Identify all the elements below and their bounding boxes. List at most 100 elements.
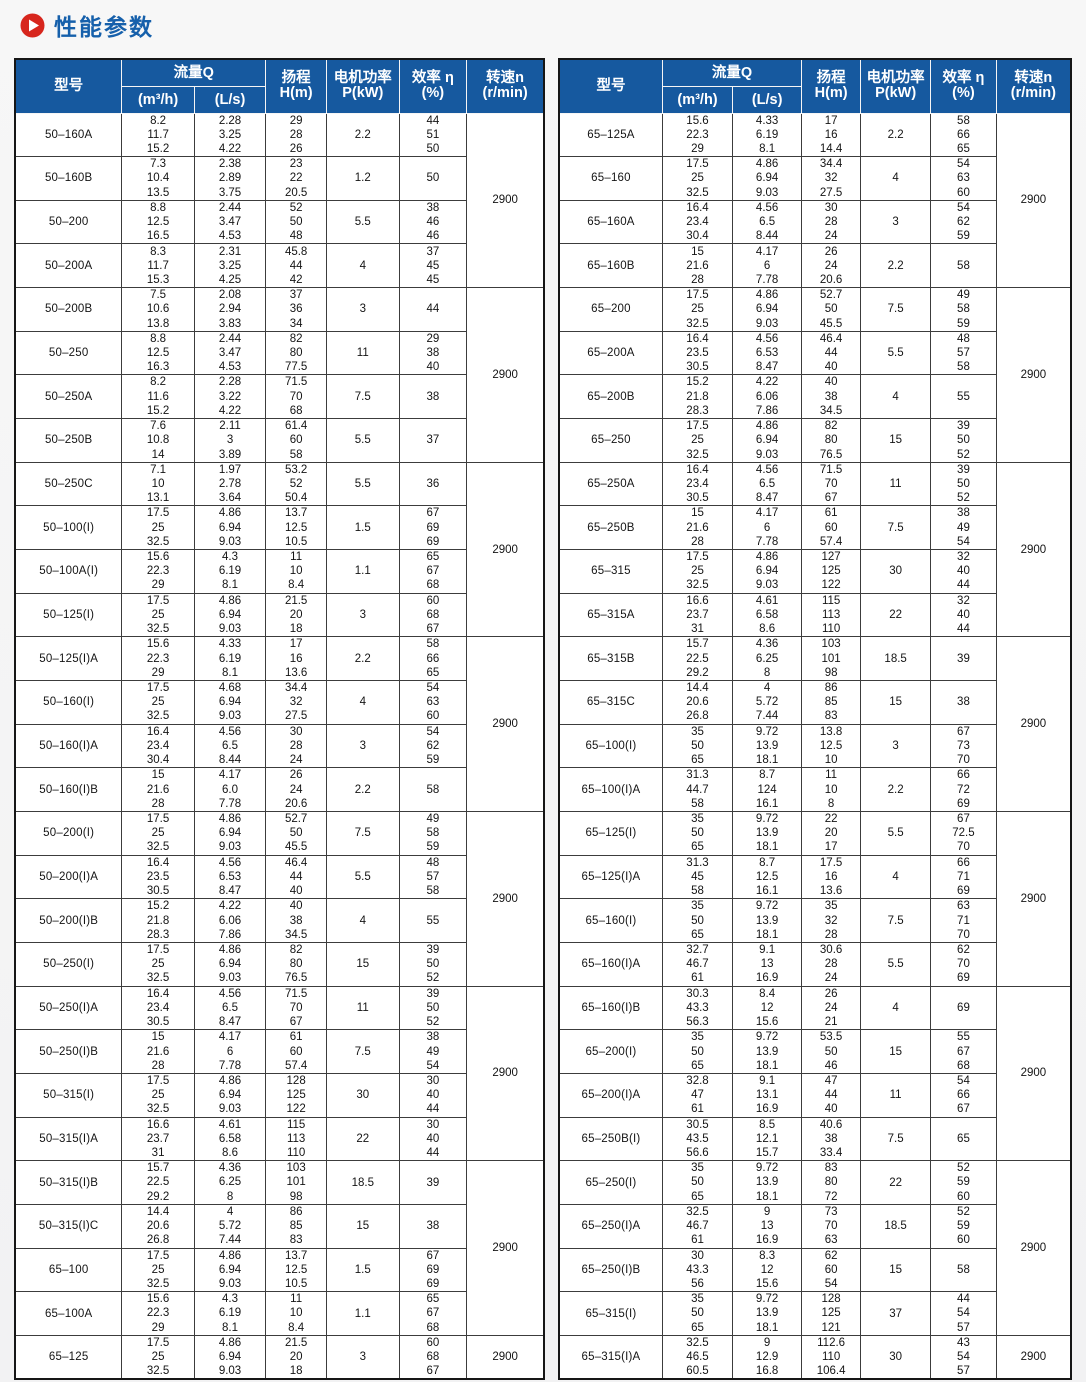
head-line: 48 [289,230,303,243]
model-cell: 65–125A [558,112,663,158]
model-cell: 65–100(I) [558,723,663,769]
flow-ls-line: 12.9 [755,1351,779,1364]
flow-m3h-line: 30.4 [686,230,709,243]
speed-cell: 2900 [995,1160,1072,1336]
efficiency-line: 66 [957,769,970,782]
flow-m3h-line: 25 [151,696,165,709]
flow-ls-line: 6 [763,259,771,272]
efficiency-cell: 39 [930,636,997,682]
flow-ls-cell: 4.86 6.94 9.03 [193,1072,267,1118]
flow-m3h-line: 8.2 [150,376,167,389]
head-cell: 82 80 77.5 [265,330,328,376]
head-cell: 17 16 14.4 [801,112,862,158]
flow-ls-line: 6.94 [218,1351,242,1364]
head-line: 110 [821,1351,841,1364]
efficiency-line: 49 [426,1045,440,1058]
head-cell: 52.7 50 45.5 [265,811,328,856]
flow-m3h-cell: 15 21.6 28 [121,1029,195,1074]
flow-ls-cell: 4 5.72 7.44 [732,680,803,725]
head-line: 125 [821,565,841,578]
flow-m3h-cell: 17.5 25 32.5 [661,287,734,332]
model-cell: 50–125(I)A [14,636,123,682]
head-line: 20.6 [284,797,308,810]
flow-m3h-cell: 35 50 65 [661,723,734,769]
head-line: 44 [824,1089,838,1102]
flow-m3h-cell: 15.6 22.3 29 [661,112,734,158]
power-cell: 15 [860,1247,932,1293]
table-row: 65–250 17.5 25 32.5 4.86 6.94 9.03 82 80 76.5 15 39… [558,418,1071,463]
flow-m3h-cell: 30 43.3 56 [661,1247,734,1293]
head-line: 24 [824,259,838,272]
flow-ls-line: 4.86 [755,551,779,564]
col-header-efficiency: 效率 η (%) [398,58,468,114]
flow-m3h-line: 47 [691,1089,704,1102]
head-line: 60 [824,521,838,534]
head-cell: 128 125 122 [265,1072,328,1118]
efficiency-line: 43 [957,1336,970,1349]
head-cell: 11 10 8 [801,767,862,812]
flow-ls-line: 9.72 [755,813,779,826]
efficiency-line: 39 [426,944,440,957]
efficiency-cell: 54 62 59 [930,199,997,245]
flow-m3h-line: 32.5 [146,972,170,985]
flow-m3h-cell: 35 50 65 [661,1160,734,1205]
model-cell: 65–315A [558,592,663,638]
efficiency-line: 54 [957,1307,970,1320]
table-row: 65–250B 15 21.6 28 4.17 6 7.78 61 60 57.4 7.5 38 49 5… [558,505,1071,551]
table-row: 50–250B 7.6 10.8 14 2.11 3 3.89 61.4 60 58 5.5 37 [14,418,544,463]
head-line: 71.5 [284,987,308,1000]
table-row: 50–125(I) 17.5 25 32.5 4.86 6.94 9.03 21.5 20 18 3… [14,592,544,638]
flow-m3h-line: 20.6 [686,696,709,709]
flow-m3h-line: 13.1 [146,492,170,505]
efficiency-line: 69 [426,521,440,534]
head-cell: 103 101 98 [801,636,862,682]
efficiency-line: 59 [426,754,440,767]
head-line: 103 [286,1162,306,1175]
flow-ls-line: 12 [760,1263,774,1276]
head-line: 34.4 [284,682,308,695]
table-row: 50–315(I) 17.5 25 32.5 4.86 6.94 9.03 128 125 122… [14,1072,544,1118]
flow-m3h-line: 28 [691,535,704,548]
flow-ls-line: 4.3 [222,1293,239,1306]
flow-m3h-line: 32.5 [146,1365,170,1378]
head-line: 44 [824,347,838,360]
head-line: 45.8 [284,245,308,258]
head-line: 32 [824,914,838,927]
flow-ls-line: 9.03 [218,1277,242,1290]
efficiency-line: 65 [957,142,970,155]
flow-m3h-line: 65 [691,1059,704,1072]
flow-ls-line: 4.86 [218,507,242,520]
page-title: 性能参数 [54,14,154,40]
power-cell: 18.5 [860,1203,932,1249]
flow-m3h-cell: 16.6 23.7 31 [661,592,734,638]
flow-ls-line: 3.22 [218,390,242,403]
flow-m3h-line: 65 [691,1190,704,1203]
flow-ls-line: 9.72 [755,1162,779,1175]
head-line: 52.7 [284,813,308,826]
model-cell: 50–160(I)B [14,767,123,812]
flow-ls-cell: 4.86 6.94 9.03 [193,941,267,987]
flow-ls-line: 6.58 [755,608,779,621]
flow-m3h-line: 28 [151,797,165,810]
flow-m3h-line: 16.6 [686,594,709,607]
flow-m3h-cell: 14.4 20.6 26.8 [121,1203,195,1249]
flow-ls-line: 7.44 [218,1234,242,1247]
efficiency-cell: 54 63 60 [930,156,997,201]
head-line: 82 [289,332,303,345]
efficiency-line: 44 [426,1147,440,1160]
flow-ls-cell: 4.33 6.19 8.1 [193,636,267,682]
flow-m3h-cell: 15.6 22.3 29 [121,1291,195,1336]
efficiency-cell: 65 67 68 [398,1291,468,1336]
flow-m3h-line: 32.7 [686,944,709,957]
flow-ls-line: 8.7 [759,856,776,869]
flow-m3h-line: 32.5 [686,1336,709,1349]
flow-ls-line: 9.03 [218,710,242,723]
table-row: 50–250(I)B 15 21.6 28 4.17 6 7.78 61 60 57.4 7.5 38… [14,1029,544,1074]
flow-m3h-line: 20.6 [146,1220,170,1233]
efficiency-cell: 39 50 52 [930,418,997,463]
efficiency-line: 73 [957,739,970,752]
flow-m3h-cell: 30.3 43.3 56.3 [661,985,734,1031]
head-cell: 115 113 110 [801,592,862,638]
efficiency-line: 60 [426,1336,440,1349]
flow-m3h-line: 46.7 [686,958,709,971]
